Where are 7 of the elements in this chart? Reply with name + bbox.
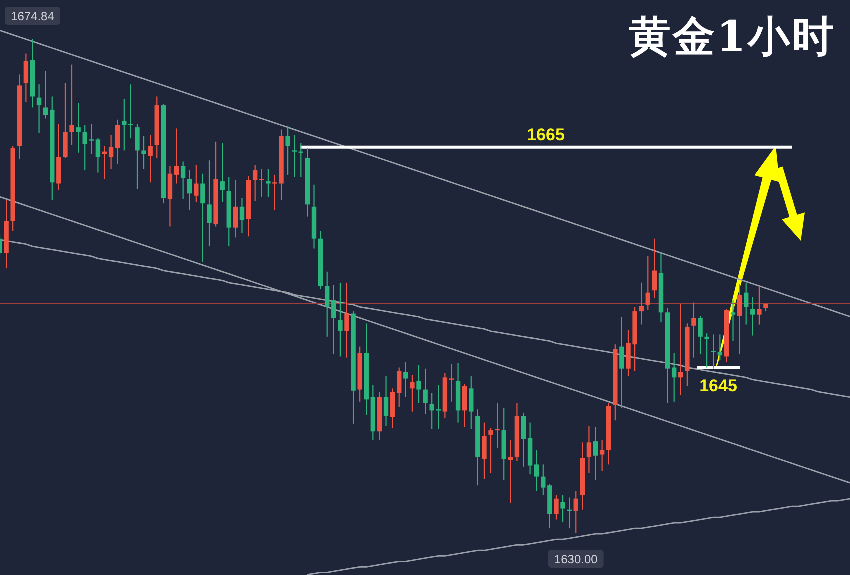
ref-label: 1645 xyxy=(700,376,738,396)
annotation: 1630.00 xyxy=(554,552,598,566)
title: 黄金1小时 xyxy=(628,12,836,61)
annotation: 1674.84 xyxy=(11,10,55,24)
price-label: 1630.00 xyxy=(548,550,604,568)
price-label: 1674.84 xyxy=(5,7,60,25)
ref-label: 1665 xyxy=(527,125,565,144)
